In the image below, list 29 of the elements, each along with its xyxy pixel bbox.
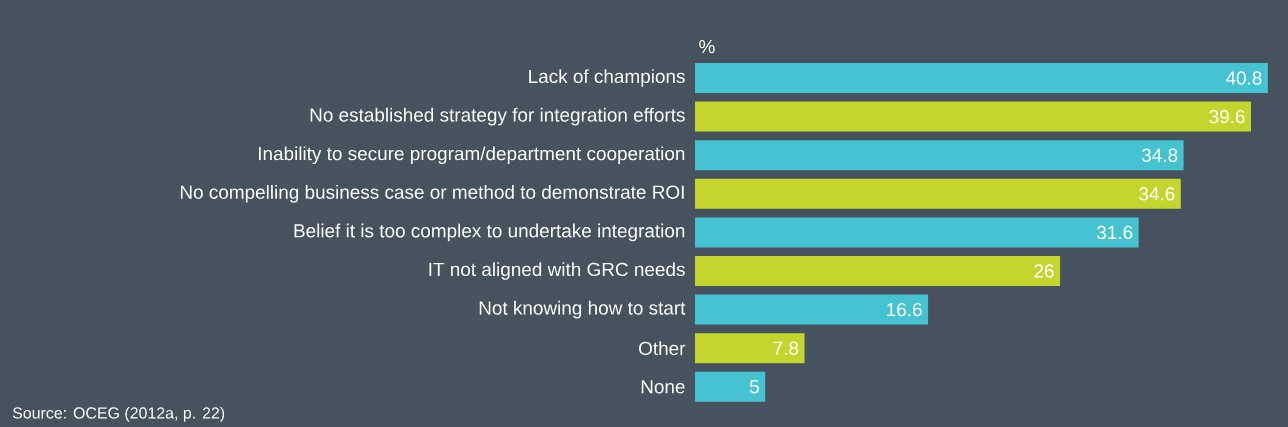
data-label: 5 xyxy=(749,380,759,394)
y-tick-label: Not knowing how to start xyxy=(479,300,686,319)
bar xyxy=(695,256,1061,287)
y-tick-label: No established strategy for integration efforts xyxy=(310,107,685,126)
data-label: 39.6 xyxy=(1209,109,1245,124)
bar xyxy=(695,333,805,364)
y-tick-label: Lack of champions xyxy=(529,69,685,87)
bar xyxy=(695,217,1139,248)
bar xyxy=(695,178,1181,209)
y-tick-label: Belief it is too complex to undertake integration xyxy=(294,223,685,242)
bar xyxy=(695,140,1184,171)
x-axis-title: % xyxy=(699,39,715,54)
bar xyxy=(695,63,1268,94)
y-tick-label: No compelling business case or method to demonstrate ROI xyxy=(180,184,684,203)
source-note: Source: OCEG (2012a, p. 22) xyxy=(12,406,225,422)
bar xyxy=(695,371,766,402)
data-label: 16.6 xyxy=(887,302,922,317)
data-label: 34.6 xyxy=(1139,187,1175,201)
bar xyxy=(695,101,1251,132)
y-tick-label: None xyxy=(641,380,685,394)
y-tick-label: Other xyxy=(639,341,686,356)
data-label: 34.8 xyxy=(1141,148,1178,162)
data-label: 31.6 xyxy=(1097,225,1133,240)
y-tick-label: IT not aligned with GRC needs xyxy=(429,262,685,280)
data-label: 40.8 xyxy=(1225,71,1262,85)
data-label: 26 xyxy=(1034,264,1054,278)
bar xyxy=(695,294,929,325)
data-label: 7.8 xyxy=(773,341,799,355)
y-tick-label: Inability to secure program/department cooperation xyxy=(258,146,685,165)
